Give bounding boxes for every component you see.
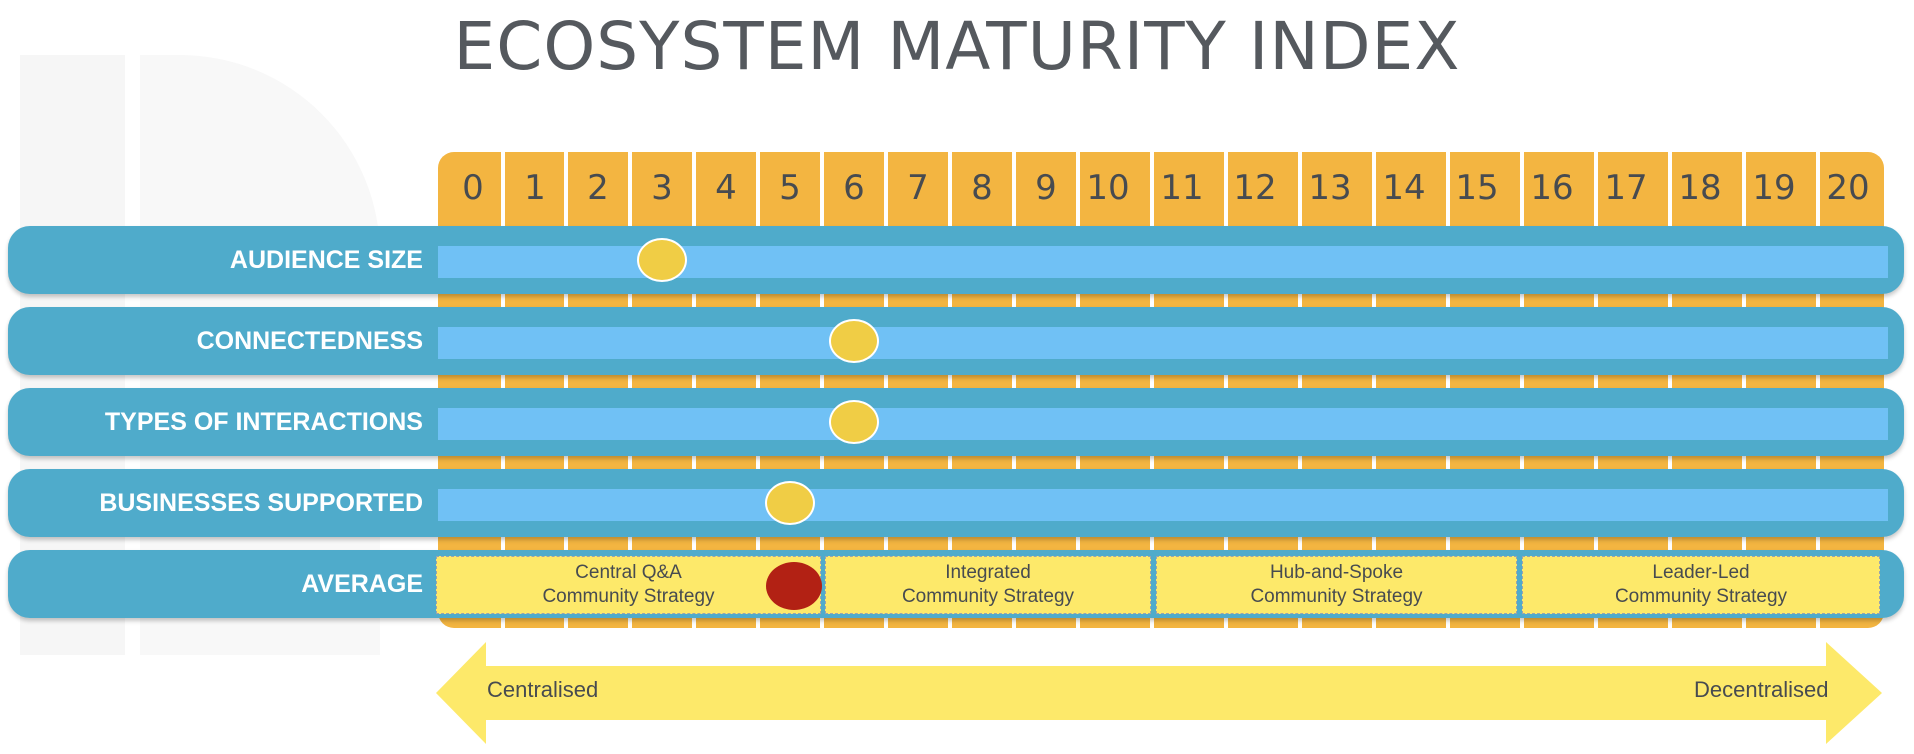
row-track — [438, 489, 1888, 521]
scale-tick-label: 7 — [907, 168, 929, 208]
scale-tick-label: 12 — [1233, 168, 1277, 208]
strategy-box-hub-and-spoke: Hub-and-Spoke Community Strategy — [1156, 556, 1517, 614]
row-label: AVERAGE — [301, 570, 423, 598]
scale-tick-label: 13 — [1308, 168, 1352, 208]
scale-tick-label: 15 — [1455, 168, 1499, 208]
scale-tick-label: 6 — [843, 168, 865, 208]
strategy-box-integrated: Integrated Community Strategy — [825, 556, 1151, 614]
strategy-subtitle: Community Strategy — [1250, 586, 1423, 607]
scale-tick-label: 19 — [1752, 168, 1796, 208]
row-label: AUDIENCE SIZE — [229, 246, 423, 274]
row-marker — [765, 481, 815, 525]
strategy-name: Integrated — [945, 562, 1031, 583]
scale-tick-label: 2 — [587, 168, 609, 208]
row-connectedness: CONNECTEDNESS — [8, 307, 1904, 375]
scale-tick-label: 3 — [651, 168, 673, 208]
arrow-left-label: Centralised — [487, 677, 599, 702]
page-title: ECOSYSTEM MATURITY INDEX — [453, 8, 1461, 85]
strategy-subtitle: Community Strategy — [1614, 586, 1788, 607]
scale-tick-label: 4 — [715, 168, 737, 208]
arrow-right-label: Decentralised — [1694, 677, 1829, 702]
scale-tick-label: 5 — [779, 168, 801, 208]
centralised-decentralised-arrow — [436, 642, 1882, 744]
strategy-name: Central Q&A — [575, 562, 682, 583]
scale-tick-label: 9 — [1035, 168, 1057, 208]
row-marker — [829, 319, 879, 363]
row-track — [438, 327, 1888, 359]
scale-tick-label: 18 — [1678, 168, 1722, 208]
scale-tick-label: 1 — [524, 168, 546, 208]
strategy-name: Hub-and-Spoke — [1269, 562, 1404, 583]
strategy-name: Leader-Led — [1652, 562, 1750, 583]
scale-tick-label: 0 — [462, 168, 484, 208]
scale-tick-label: 14 — [1382, 168, 1426, 208]
row-marker — [637, 238, 687, 282]
strategy-box-leader-led: Leader-Led Community Strategy — [1522, 556, 1880, 614]
row-audience-size: AUDIENCE SIZE — [8, 226, 1904, 294]
scale-tick-label: 10 — [1086, 168, 1130, 208]
scale-tick-label: 8 — [971, 168, 993, 208]
scale-tick-label: 11 — [1160, 168, 1204, 208]
row-types-of-interactions: TYPES OF INTERACTIONS — [8, 388, 1904, 456]
strategy-subtitle: Community Strategy — [901, 586, 1075, 607]
strategy-subtitle: Community Strategy — [542, 586, 715, 607]
row-track — [438, 408, 1888, 440]
scale-tick-label: 17 — [1604, 168, 1648, 208]
row-label: CONNECTEDNESS — [196, 327, 423, 355]
row-label: BUSINESSES SUPPORTED — [99, 489, 423, 517]
row-marker — [829, 400, 879, 444]
row-label: TYPES OF INTERACTIONS — [104, 408, 423, 436]
scale-tick-label: 16 — [1530, 168, 1574, 208]
row-businesses-supported: BUSINESSES SUPPORTED — [8, 469, 1904, 537]
average-marker — [766, 562, 822, 610]
scale-tick-label: 20 — [1826, 168, 1870, 208]
strategy-box-central-qa: Central Q&A Community Strategy — [436, 556, 821, 614]
